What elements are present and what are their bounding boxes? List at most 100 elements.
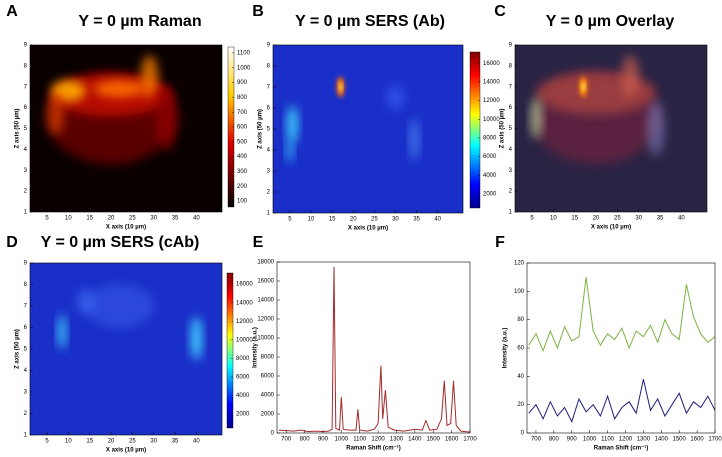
plot-frame xyxy=(276,261,471,434)
y-tick-label: 2000 xyxy=(261,412,275,418)
y-tick-label: 6000 xyxy=(261,374,275,380)
colorbar-tick-label: 12000 xyxy=(236,319,253,325)
colorbar-tick-label: 200 xyxy=(237,184,248,190)
y-tick-label: 3 xyxy=(24,390,28,396)
x-tick-label: 1500 xyxy=(673,437,687,443)
heatmap-bg xyxy=(273,45,463,213)
x-tick-label: 1300 xyxy=(637,437,651,443)
x-tick-label: 1600 xyxy=(445,437,459,443)
heatmap-image xyxy=(515,45,707,212)
heatmap-blob xyxy=(647,101,665,156)
heatmap-blob xyxy=(530,97,542,139)
colorbar-tick-label: 10000 xyxy=(483,117,500,123)
y-tick-label: 5 xyxy=(24,126,28,132)
panel-title: Y = 0 µm SERS (cAb) xyxy=(41,234,200,251)
colorbar-tick-label: 600 xyxy=(237,125,248,131)
y-tick-label: 20 xyxy=(517,402,524,408)
panel-letter: B xyxy=(252,3,264,20)
y-tick-label: 1 xyxy=(509,210,513,216)
x-tick-label: 40 xyxy=(678,216,685,222)
colorbar-tick-label: 1000 xyxy=(237,65,251,71)
y-tick-label: 8 xyxy=(24,63,28,69)
y-tick-label: 2 xyxy=(24,189,28,195)
colorbar-tick-label: 2000 xyxy=(483,192,497,198)
x-axis-label: Raman Shift (cm⁻¹) xyxy=(594,445,649,452)
y-tick-label: 16000 xyxy=(257,279,274,285)
x-tick-label: 1400 xyxy=(655,437,669,443)
y-tick-label: 9 xyxy=(24,43,28,49)
heatmap-blob xyxy=(338,81,343,93)
y-tick-label: 9 xyxy=(267,43,271,49)
y-tick-label: 1 xyxy=(24,433,28,439)
x-tick-label: 1000 xyxy=(335,437,349,443)
y-tick-label: 40 xyxy=(517,374,524,380)
x-tick-label: 700 xyxy=(531,437,542,443)
x-tick-label: 800 xyxy=(549,437,560,443)
y-tick-label: 6 xyxy=(24,105,28,111)
y-tick-label: 3 xyxy=(509,168,513,174)
panel: E 700 800 900 1000 1100 1200 1300 1400 1500 1600 17… xyxy=(253,234,478,451)
x-tick-label: 1500 xyxy=(427,437,441,443)
colorbar-tick-label: 2000 xyxy=(236,412,250,418)
y-tick-label: 12000 xyxy=(257,317,274,323)
x-tick-label: 1600 xyxy=(690,437,704,443)
plot-frame xyxy=(526,262,716,434)
x-tick-label: 1200 xyxy=(619,437,633,443)
y-tick-label: 8 xyxy=(24,282,28,288)
y-tick-label: 60 xyxy=(517,346,524,352)
colorbar-tick-label: 6000 xyxy=(483,154,497,160)
y-axis-label: Intensity (a.u.) xyxy=(503,328,509,369)
colorbar-tick-label: 12000 xyxy=(483,98,500,104)
panel: B Y = 0 µm SERS (Ab) 2000 4000 6000 8000 10000… xyxy=(252,3,500,231)
x-tick-label: 1100 xyxy=(601,437,615,443)
y-tick-label: 7 xyxy=(509,84,513,90)
y-tick-label: 7 xyxy=(24,84,28,90)
panel-letter: C xyxy=(494,3,506,20)
heatmap-blob xyxy=(287,105,298,144)
x-axis-label: X axis (10 µm) xyxy=(348,226,388,232)
x-tick-label: 900 xyxy=(318,437,329,443)
heatmap-blob xyxy=(581,81,585,92)
y-tick-label: 5 xyxy=(509,126,513,132)
heatmap-image xyxy=(273,45,463,213)
panel-letter: F xyxy=(495,234,505,251)
heatmap-blob xyxy=(140,55,158,98)
panel: C Y = 0 µm Overlay 5 10 15 20 25 30 35 40 1 2 3 4 5 6 7 8… xyxy=(494,3,708,231)
y-tick-label: 4000 xyxy=(261,393,275,399)
y-tick-label: 1 xyxy=(24,210,28,216)
y-axis-label: Z axis (50 µm) xyxy=(500,109,506,149)
panel-title: Y = 0 µm Overlay xyxy=(546,13,675,30)
y-tick-label: 18000 xyxy=(257,260,274,266)
x-tick-label: 700 xyxy=(281,437,292,443)
y-tick-label: 100 xyxy=(514,289,525,295)
x-tick-label: 900 xyxy=(567,437,578,443)
y-tick-label: 1 xyxy=(267,211,271,217)
y-tick-label: 6 xyxy=(24,325,28,331)
x-tick-label: 15 xyxy=(86,439,93,445)
colorbar-tick-label: 16000 xyxy=(236,282,253,288)
y-tick-label: 80 xyxy=(517,317,524,323)
colorbar-tick-label: 700 xyxy=(237,110,248,116)
x-tick-label: 1200 xyxy=(371,437,385,443)
heatmap-blob xyxy=(85,284,154,328)
y-tick-label: 7 xyxy=(267,85,271,91)
heatmap-blob xyxy=(94,80,146,98)
y-tick-label: 4 xyxy=(24,368,28,374)
panel-title: Y = 0 µm SERS (Ab) xyxy=(295,13,445,30)
x-tick-label: 35 xyxy=(657,216,664,222)
colorbar-tick-label: 800 xyxy=(237,95,248,101)
x-tick-label: 40 xyxy=(193,216,200,222)
x-tick-label: 30 xyxy=(150,216,157,222)
panel: D Y = 0 µm SERS (cAb) 2000 4000 6000 8000 1000… xyxy=(6,234,253,453)
colorbar-tick-label: 4000 xyxy=(483,173,497,179)
x-tick-label: 10 xyxy=(308,217,315,223)
colorbar-tick-label: 4000 xyxy=(236,393,250,399)
x-tick-label: 1400 xyxy=(408,437,422,443)
x-tick-label: 5 xyxy=(288,217,292,223)
x-tick-label: 5 xyxy=(45,439,49,445)
x-tick-label: 10 xyxy=(65,439,72,445)
y-tick-label: 9 xyxy=(509,43,513,49)
x-tick-label: 1000 xyxy=(583,437,597,443)
x-axis-label: X axis (10 µm) xyxy=(591,225,631,231)
